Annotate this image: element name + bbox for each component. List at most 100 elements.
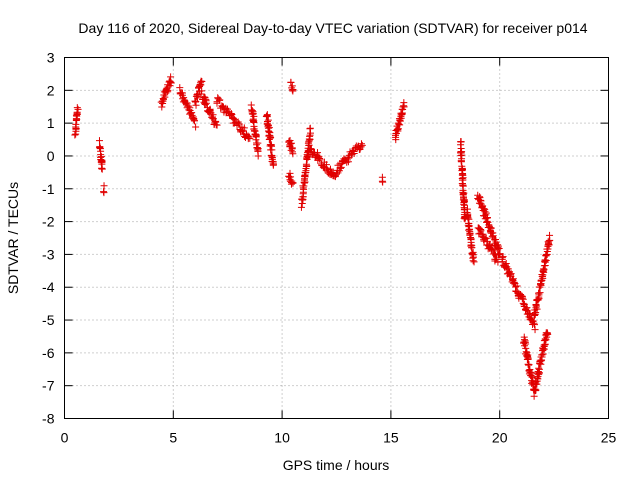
data-point bbox=[400, 102, 408, 110]
data-point bbox=[468, 249, 476, 257]
data-point bbox=[322, 161, 330, 169]
data-point bbox=[457, 157, 465, 165]
data-point bbox=[491, 257, 499, 265]
x-tick-label: 0 bbox=[61, 430, 69, 446]
data-point bbox=[289, 87, 297, 95]
data-point bbox=[328, 168, 336, 176]
y-tick-label: -3 bbox=[42, 246, 55, 262]
y-axis: 3 2 1 0 -1 -2 -3 -4 -5 -6 -7 -8 bbox=[42, 50, 609, 427]
data-point bbox=[460, 200, 468, 208]
data-point bbox=[518, 295, 526, 303]
data-point bbox=[190, 117, 198, 125]
data-point bbox=[192, 123, 200, 131]
data-point bbox=[316, 156, 324, 164]
data-point bbox=[465, 215, 473, 223]
data-point bbox=[536, 289, 544, 297]
data-point bbox=[73, 104, 81, 112]
data-point bbox=[214, 95, 222, 103]
data-point bbox=[543, 329, 551, 337]
data-point bbox=[267, 133, 275, 141]
data-point bbox=[395, 120, 403, 128]
data-point bbox=[531, 321, 539, 329]
y-axis-title: SDTVAR / TECUs bbox=[5, 182, 21, 294]
data-point bbox=[247, 106, 255, 114]
data-point bbox=[457, 141, 465, 149]
data-point bbox=[254, 152, 262, 160]
data-point bbox=[246, 134, 254, 142]
x-tick-label: 15 bbox=[383, 430, 399, 446]
data-point bbox=[300, 182, 308, 190]
y-tick-label: -4 bbox=[42, 279, 55, 295]
data-point bbox=[158, 103, 166, 111]
data-point bbox=[488, 246, 496, 254]
data-point bbox=[218, 102, 226, 110]
data-point bbox=[396, 117, 404, 125]
y-tick-label: 0 bbox=[47, 148, 55, 164]
y-tick-label: 2 bbox=[47, 82, 55, 98]
y-tick-label: 3 bbox=[47, 50, 55, 66]
data-point bbox=[477, 197, 485, 205]
data-point bbox=[314, 149, 322, 157]
data-point bbox=[540, 266, 548, 274]
data-point bbox=[72, 120, 80, 128]
data-point bbox=[469, 257, 477, 265]
data-point bbox=[466, 230, 474, 238]
data-point bbox=[98, 165, 106, 173]
data-point bbox=[357, 140, 365, 148]
data-point bbox=[73, 110, 81, 118]
data-point bbox=[479, 230, 487, 238]
data-point bbox=[289, 150, 297, 158]
data-point bbox=[531, 386, 539, 394]
data-point bbox=[482, 209, 490, 217]
x-axis-title: GPS time / hours bbox=[283, 457, 390, 473]
data-point bbox=[306, 124, 314, 132]
y-tick-label: 1 bbox=[47, 115, 55, 131]
data-point bbox=[337, 163, 345, 171]
data-point bbox=[227, 109, 235, 117]
data-point bbox=[523, 304, 531, 312]
data-point bbox=[198, 78, 206, 86]
data-point bbox=[287, 79, 295, 87]
data-point bbox=[481, 234, 489, 242]
data-point bbox=[513, 282, 521, 290]
data-point bbox=[266, 134, 274, 142]
data-point bbox=[306, 132, 314, 140]
data-point bbox=[229, 115, 237, 123]
data-point bbox=[263, 111, 271, 119]
data-point bbox=[519, 299, 527, 307]
data-point bbox=[481, 208, 489, 216]
data-point bbox=[74, 105, 82, 113]
data-point bbox=[96, 143, 104, 151]
data-point bbox=[228, 111, 236, 119]
data-point bbox=[197, 81, 205, 89]
data-point bbox=[167, 78, 175, 86]
x-tick-label: 10 bbox=[274, 430, 290, 446]
data-points bbox=[71, 73, 554, 400]
data-point bbox=[531, 326, 539, 334]
data-point bbox=[167, 79, 175, 87]
plot-frame bbox=[64, 57, 609, 419]
y-tick-label: -2 bbox=[42, 214, 55, 230]
data-point bbox=[470, 258, 478, 266]
data-point bbox=[288, 82, 296, 90]
data-point bbox=[499, 253, 507, 261]
data-point bbox=[289, 179, 297, 187]
data-point bbox=[541, 340, 549, 348]
data-point bbox=[487, 224, 495, 232]
data-point bbox=[541, 256, 549, 264]
data-point bbox=[498, 254, 506, 262]
data-point bbox=[332, 170, 340, 178]
data-point bbox=[482, 234, 490, 242]
data-point bbox=[96, 145, 104, 153]
data-point bbox=[202, 99, 210, 107]
data-point bbox=[534, 296, 542, 304]
data-point bbox=[459, 174, 467, 182]
data-point bbox=[252, 133, 260, 141]
data-point bbox=[95, 137, 103, 145]
data-point bbox=[288, 144, 296, 152]
data-point bbox=[100, 188, 108, 196]
data-point bbox=[350, 148, 358, 156]
grid bbox=[64, 57, 609, 419]
data-point bbox=[192, 97, 200, 105]
